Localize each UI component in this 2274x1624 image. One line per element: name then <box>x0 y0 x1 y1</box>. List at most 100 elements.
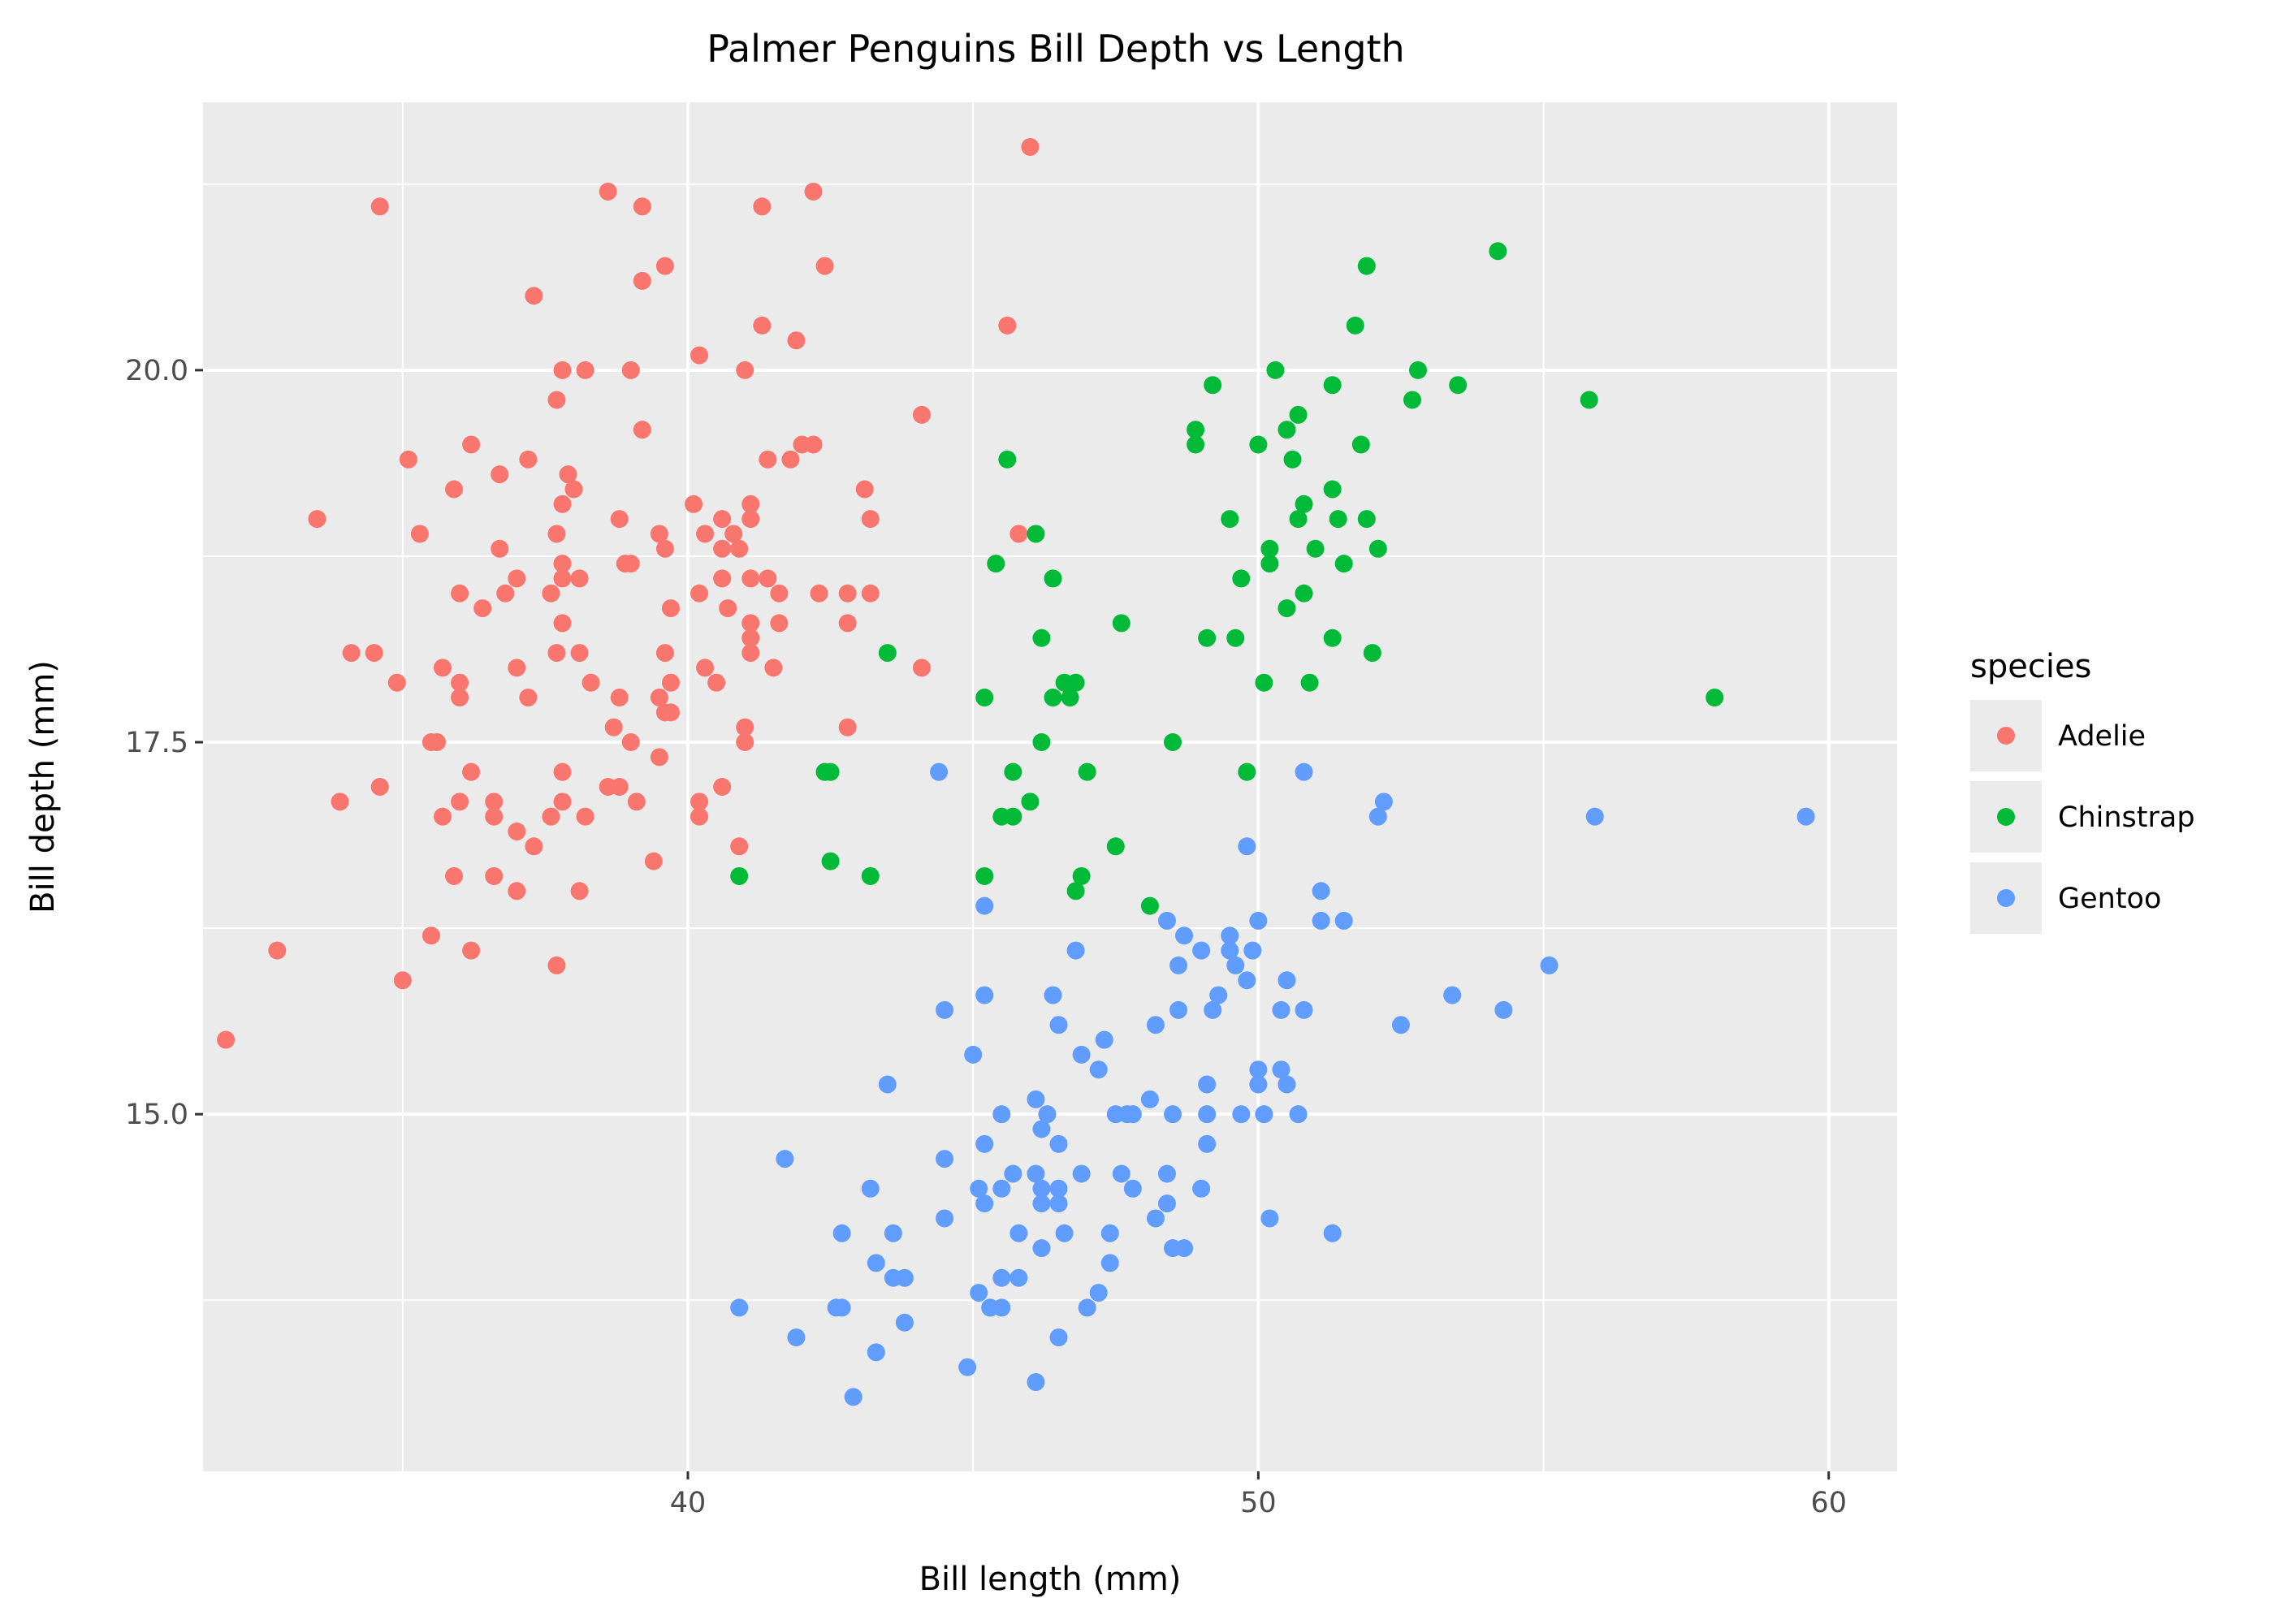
data-point <box>621 361 640 379</box>
data-point <box>1009 1224 1028 1242</box>
data-point <box>570 569 589 588</box>
data-point <box>936 1150 954 1168</box>
data-point <box>1585 807 1604 826</box>
data-point <box>661 599 680 618</box>
data-point <box>433 659 452 677</box>
data-point <box>1078 762 1096 781</box>
data-point <box>690 584 709 603</box>
data-point <box>975 866 994 885</box>
data-point <box>1175 926 1194 945</box>
data-point <box>1032 1179 1051 1198</box>
data-point <box>1027 525 1045 543</box>
data-point <box>655 644 674 663</box>
data-point <box>1323 480 1342 499</box>
data-point <box>1032 628 1051 647</box>
data-point <box>690 793 709 811</box>
data-point <box>542 807 560 826</box>
legend-label: Adelie <box>2058 720 2146 753</box>
data-point <box>564 480 583 499</box>
data-point <box>576 361 594 379</box>
data-point <box>861 584 880 603</box>
data-point <box>736 718 754 736</box>
data-point <box>987 555 1005 573</box>
data-point <box>370 778 389 796</box>
data-point <box>1009 1268 1028 1287</box>
data-point <box>1032 1120 1051 1138</box>
data-point <box>1021 793 1040 811</box>
y-tick-label: 20.0 <box>125 355 188 387</box>
data-point <box>1169 1000 1188 1019</box>
data-point <box>370 197 389 216</box>
data-point <box>1295 762 1313 781</box>
data-point <box>1004 762 1022 781</box>
data-point <box>810 584 828 603</box>
data-point <box>1334 911 1353 930</box>
data-point <box>576 807 594 826</box>
data-point <box>770 584 789 603</box>
data-point <box>1089 1060 1108 1079</box>
data-point <box>462 762 481 781</box>
data-point <box>1312 882 1330 901</box>
data-point <box>508 659 526 677</box>
data-point <box>604 718 623 736</box>
minor-gridlines <box>203 102 1897 1471</box>
x-axis-ticks: 40 50 60 <box>670 1471 1847 1519</box>
data-point <box>1044 986 1062 1004</box>
data-point <box>610 778 629 796</box>
plot-panel <box>203 102 1897 1471</box>
data-point <box>1300 673 1319 692</box>
data-point <box>525 837 543 856</box>
data-point <box>1198 1075 1217 1094</box>
data-point <box>1192 1179 1211 1198</box>
data-point <box>553 361 572 379</box>
x-tick-label: 60 <box>1810 1487 1847 1519</box>
data-point <box>485 807 504 826</box>
data-point <box>815 257 834 275</box>
data-point <box>570 882 589 901</box>
data-point <box>1238 762 1256 781</box>
data-point <box>1106 837 1125 856</box>
data-point <box>1192 941 1211 960</box>
data-point <box>1260 539 1279 558</box>
data-point <box>451 584 469 603</box>
data-point <box>1323 628 1342 647</box>
legend-label: Chinstrap <box>2058 801 2195 834</box>
data-point <box>975 1134 994 1153</box>
data-points <box>217 137 1815 1406</box>
data-point <box>1157 911 1176 930</box>
data-point <box>753 197 772 216</box>
legend-label: Gentoo <box>2058 883 2161 915</box>
data-point <box>491 539 509 558</box>
data-point <box>308 510 326 529</box>
data-point <box>713 539 732 558</box>
data-point <box>1368 539 1387 558</box>
data-point <box>1232 569 1251 588</box>
data-point <box>433 807 452 826</box>
data-point <box>992 1268 1011 1287</box>
data-point <box>998 450 1017 469</box>
data-point <box>1289 1105 1308 1124</box>
data-point <box>685 495 703 513</box>
data-point <box>547 525 566 543</box>
data-point <box>690 346 709 365</box>
data-point <box>508 882 526 901</box>
data-point <box>1049 1194 1068 1213</box>
data-point <box>707 673 726 692</box>
data-point <box>970 1179 988 1198</box>
data-point <box>570 644 589 663</box>
data-point <box>1021 137 1040 156</box>
data-point <box>1232 1105 1251 1124</box>
data-point <box>1249 1060 1268 1079</box>
data-point <box>975 1194 994 1213</box>
data-point <box>867 1343 885 1362</box>
data-point <box>525 287 543 305</box>
y-axis-title: Bill depth (mm) <box>24 660 62 914</box>
x-tick-label: 50 <box>1240 1487 1277 1519</box>
data-point <box>1295 584 1313 603</box>
data-point <box>1198 1105 1217 1124</box>
data-point <box>821 852 840 870</box>
data-point <box>268 941 287 960</box>
data-point <box>1368 807 1387 826</box>
data-point <box>393 971 412 990</box>
data-point <box>1266 361 1285 379</box>
